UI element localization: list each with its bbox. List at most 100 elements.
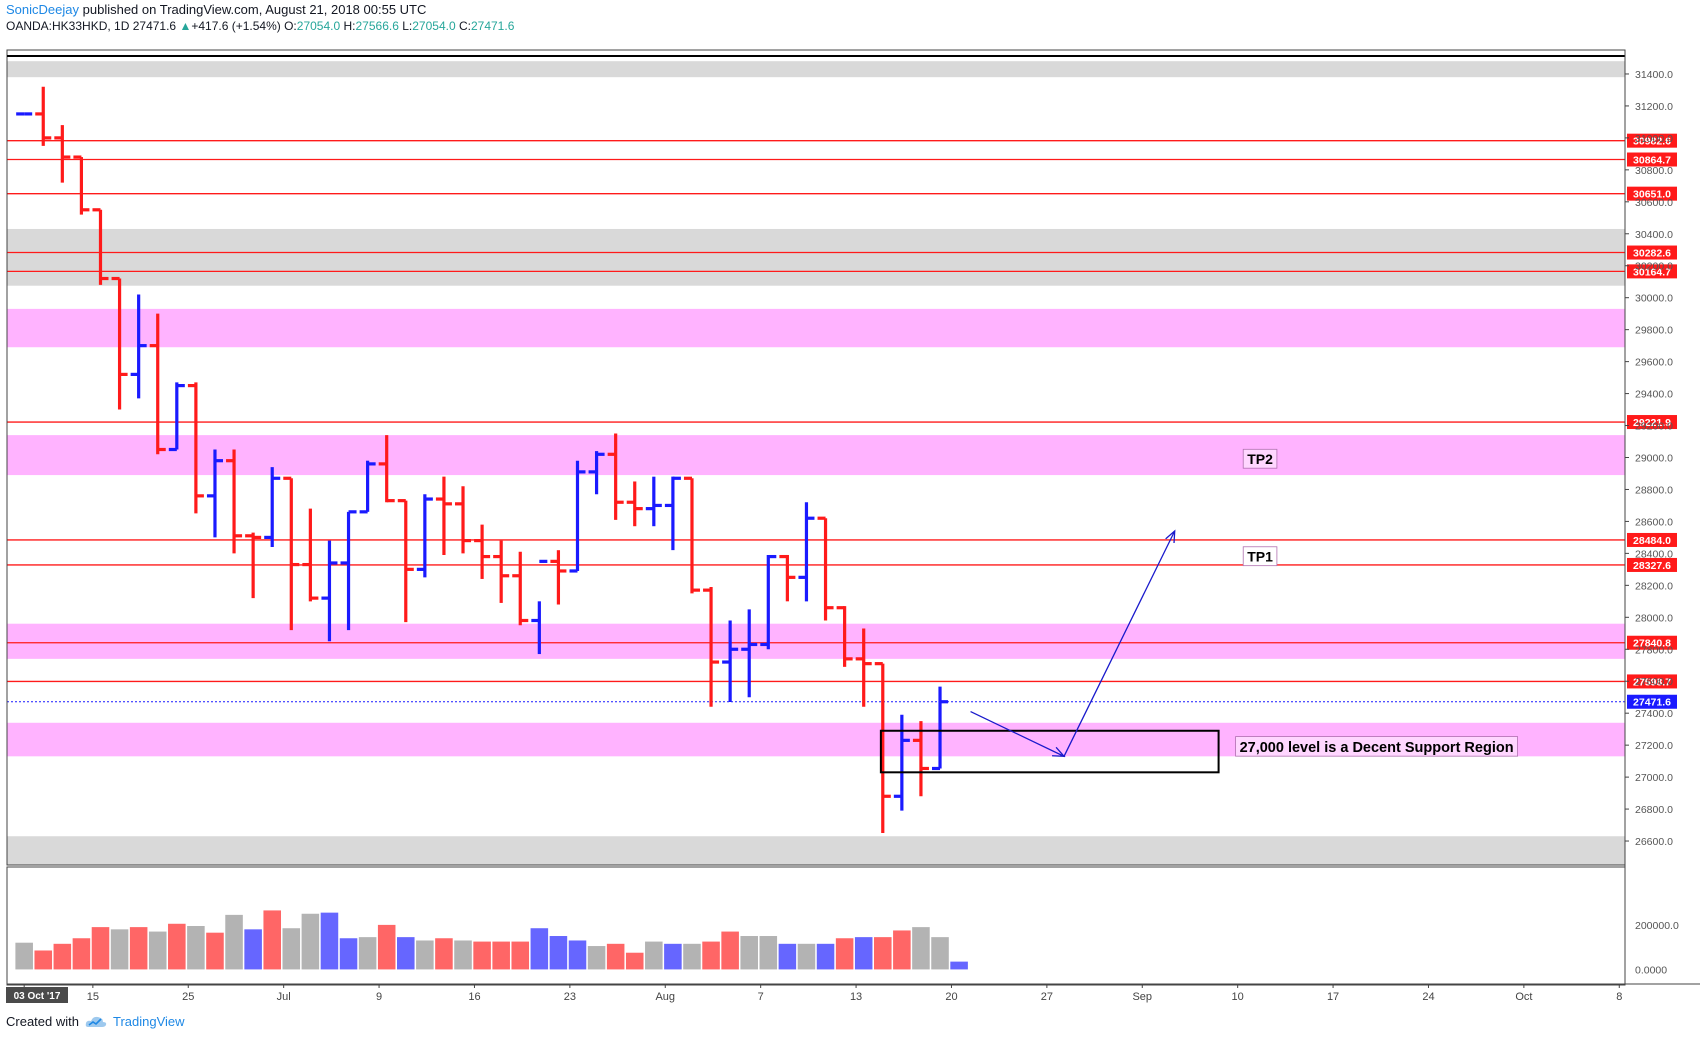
symbol-name[interactable]: OANDA:HK33HKD, 1D	[6, 19, 130, 33]
x-tick-label: 7	[758, 991, 764, 1003]
drawings-layer: TP2 TP1 27,000 level is a Decent Support R…	[879, 448, 1518, 774]
level-label: 30864.7	[1633, 155, 1671, 167]
tp2-label-bg	[1242, 448, 1278, 469]
volume-bar	[396, 937, 415, 970]
volume-bar	[129, 927, 148, 970]
y-tick-label: 27200.0	[1635, 740, 1673, 752]
y-tick-label: 31400.0	[1635, 69, 1673, 81]
volume-bar	[263, 910, 281, 970]
open-label: O:	[284, 19, 297, 33]
level-label: 30164.7	[1633, 266, 1671, 278]
zones-layer	[7, 61, 1625, 865]
volume-tick-label: 0.0000	[1635, 964, 1667, 976]
y-tick-label: 27000.0	[1635, 772, 1673, 784]
x-tick-label: 25	[182, 991, 194, 1003]
y-tick-label: 26600.0	[1635, 836, 1673, 848]
volume-bar	[473, 941, 491, 970]
level-label-bg	[1627, 133, 1677, 148]
volume-bar	[72, 938, 91, 970]
level-label-bg	[1627, 245, 1677, 260]
volume-bar	[721, 931, 739, 970]
volume-bar	[148, 931, 167, 970]
tp2-label: TP2	[1247, 451, 1273, 467]
open-value: 27054.0	[296, 19, 341, 33]
ohlc-bar	[817, 516, 834, 621]
ohlc-bar	[226, 449, 243, 554]
ohlc-bar	[645, 476, 662, 527]
level-label: 28484.0	[1633, 535, 1671, 547]
axes-layer: 31400.0 31200.0 31000.0 30800.0 30600.0 30400…	[6, 69, 1673, 1003]
ohlc-bar	[359, 460, 376, 514]
close-label: C:	[458, 19, 471, 33]
y-tick-label: 27400.0	[1635, 708, 1673, 720]
x-cursor-badge	[6, 987, 68, 1003]
volume-bar	[587, 946, 606, 970]
publish-line: SonicDeejay published on TradingView.com…	[6, 2, 514, 18]
volume-bar	[34, 950, 53, 970]
price-change: +417.6 (+1.54%)	[191, 19, 281, 33]
volume-bar	[15, 942, 33, 970]
tradingview-link[interactable]: TradingView	[112, 1014, 185, 1029]
volume-bar	[950, 961, 968, 970]
ohlc-bar	[836, 606, 853, 667]
last-price-label: 27471.6	[1633, 697, 1671, 709]
level-label: 27840.8	[1633, 638, 1671, 650]
tp1-label: TP1	[1247, 548, 1273, 564]
ohlc-bar	[588, 451, 605, 495]
volume-bar	[568, 940, 587, 970]
gray-zone	[7, 61, 1625, 78]
y-tick-label: 27800.0	[1635, 644, 1673, 656]
projection-dip-arrowhead	[1052, 746, 1066, 758]
ohlc-bar	[378, 435, 395, 503]
volume-bar	[645, 941, 663, 970]
y-tick-label: 30800.0	[1635, 165, 1673, 177]
volume-bar	[511, 941, 530, 970]
footer: Created with TradingView	[6, 1014, 185, 1029]
x-tick-label: 27	[1041, 991, 1053, 1003]
ohlc-bar	[455, 486, 472, 554]
x-tick-label: 20	[945, 991, 957, 1003]
y-tick-label: 29600.0	[1635, 357, 1673, 369]
ohlc-bar	[302, 508, 319, 602]
y-tick-label: 28200.0	[1635, 580, 1673, 592]
x-tick-label: 17	[1327, 991, 1339, 1003]
volume-bar	[702, 941, 720, 970]
x-tick-label: Oct	[1515, 991, 1532, 1003]
level-label: 30982.6	[1633, 136, 1671, 148]
volume-bar	[606, 943, 625, 970]
x-tick-label: 16	[468, 991, 480, 1003]
volume-bar	[683, 943, 701, 970]
level-label: 27598.7	[1633, 676, 1671, 688]
ohlc-bar	[760, 554, 777, 650]
volume-bar	[358, 937, 377, 970]
volume-bar	[110, 929, 129, 970]
ohlc-bar	[626, 481, 643, 527]
ohlc-bar	[912, 721, 929, 797]
ohlc-bar	[73, 155, 90, 215]
author-link[interactable]: SonicDeejay	[6, 2, 79, 17]
pink-zone	[7, 623, 1625, 659]
last-price-label-bg	[1627, 694, 1677, 709]
y-tick-label: 29400.0	[1635, 389, 1673, 401]
volume-bar	[816, 943, 835, 970]
y-tick-label: 29200.0	[1635, 421, 1673, 433]
ohlc-bar	[340, 510, 357, 631]
ohlc-bar	[798, 502, 815, 602]
up-arrow-icon: ▲	[179, 19, 192, 33]
volume-bar	[874, 937, 892, 970]
ohlc-bar	[703, 586, 720, 707]
level-label-bg	[1627, 186, 1677, 201]
volume-layer: 200000.0 0.0000	[15, 910, 1679, 976]
volume-bar	[435, 938, 453, 970]
level-label-bg	[1627, 635, 1677, 650]
level-label: 29221.9	[1633, 417, 1671, 429]
volume-bar	[759, 936, 778, 970]
volume-bar	[91, 927, 110, 970]
ohlc-bar	[493, 540, 510, 603]
y-tick-label: 31200.0	[1635, 101, 1673, 113]
pink-zone	[7, 308, 1625, 348]
last-price: 27471.6	[132, 19, 177, 33]
volume-bar	[778, 943, 797, 970]
low-value: 27054.0	[412, 19, 456, 33]
